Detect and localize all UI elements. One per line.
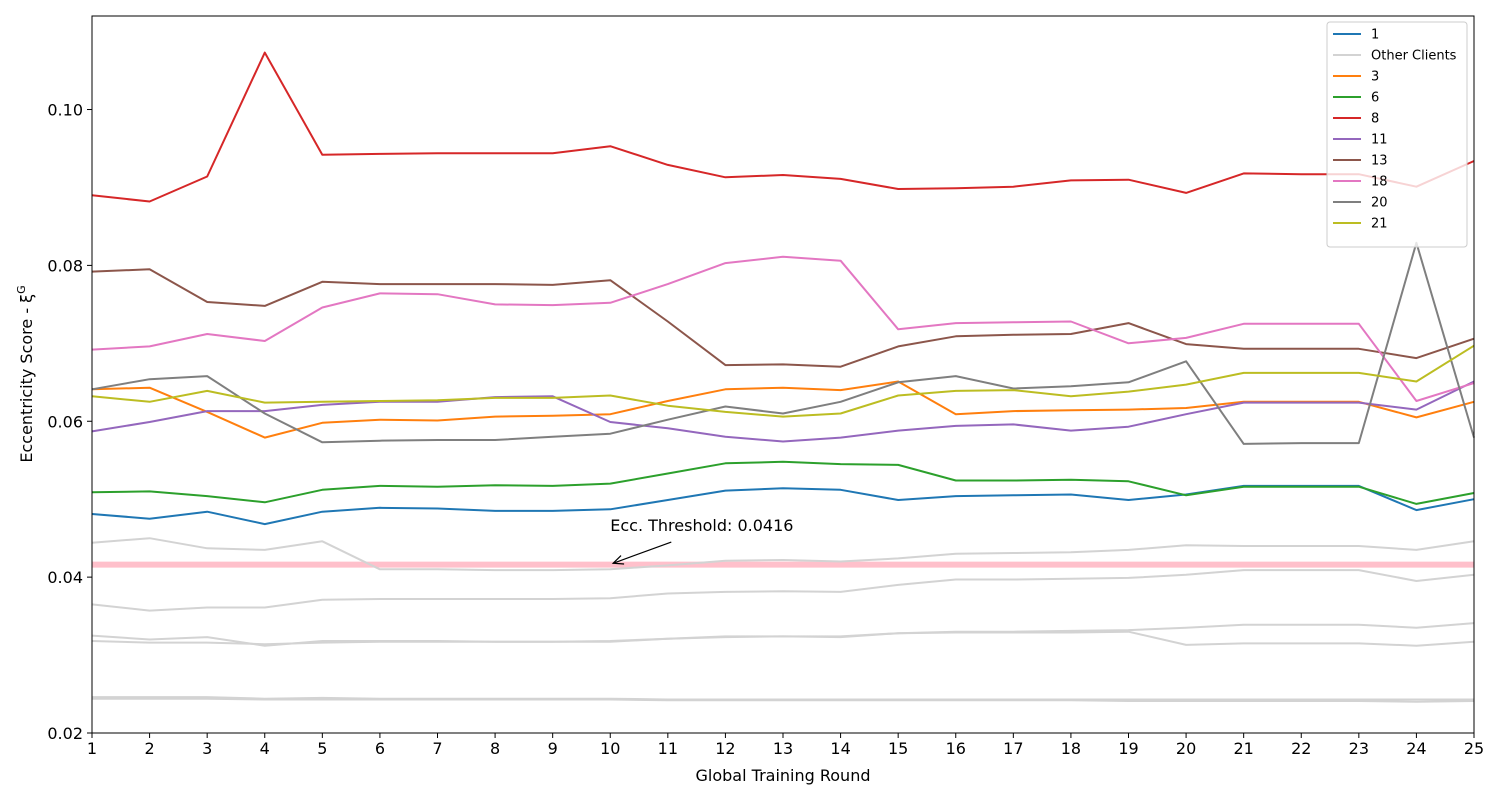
y-tick-label: 0.04 — [47, 568, 83, 587]
legend-entry-label: 20 — [1371, 196, 1388, 211]
series-line-13 — [91, 268, 1475, 368]
x-tick-label: 12 — [715, 739, 735, 758]
threshold-annotation-arrow-shaft — [612, 541, 672, 564]
x-tick-label: 11 — [658, 739, 678, 758]
x-tick-label: 17 — [1003, 739, 1023, 758]
threshold-annotation-text: Ecc. Threshold: 0.0416 — [610, 516, 793, 535]
legend-entry-label: 6 — [1371, 91, 1379, 106]
x-tick-label: 14 — [830, 739, 850, 758]
x-tick-label: 13 — [773, 739, 793, 758]
x-tick-label: 10 — [600, 739, 620, 758]
x-axis: 1 2 3 4 5 6 7 8 9 10 11 12 13 14 15 16 17 18 19 20 21 22 23 24 2… — [87, 733, 1484, 758]
y-axis-label: Eccentricity Score - ξG — [15, 285, 36, 462]
threshold-annotation: Ecc. Threshold: 0.0416 — [610, 516, 793, 565]
series-line-6 — [91, 460, 1475, 505]
x-tick-label: 7 — [432, 739, 442, 758]
x-tick-label: 5 — [317, 739, 327, 758]
plot-area — [92, 16, 1474, 733]
x-tick-label: 22 — [1291, 739, 1311, 758]
x-tick-label: 18 — [1061, 739, 1081, 758]
x-tick-label: 21 — [1233, 739, 1253, 758]
series-line-other-client — [92, 697, 1475, 703]
legend-entry-label: 8 — [1371, 112, 1379, 127]
legend-box — [1326, 21, 1468, 248]
x-tick-label: 6 — [375, 739, 385, 758]
x-tick-label: 23 — [1349, 739, 1369, 758]
x-tick-label: 4 — [260, 739, 270, 758]
y-tick-label: 0.10 — [47, 101, 83, 120]
legend-entry-label: 3 — [1371, 70, 1379, 85]
series-line-20 — [91, 241, 1475, 445]
series-line-other-client — [91, 630, 1475, 647]
series-layer — [91, 51, 1475, 703]
legend-entry-label: 1 — [1371, 28, 1379, 43]
series-line-21 — [91, 344, 1475, 418]
x-tick-label: 25 — [1464, 739, 1484, 758]
legend-entry-label: 18 — [1371, 175, 1388, 190]
series-line-18 — [91, 255, 1475, 402]
y-axis-label-superscript: G — [15, 285, 28, 294]
legend-entry-label: Other Clients — [1371, 49, 1457, 64]
x-tick-label: 8 — [490, 739, 500, 758]
y-axis: 0.02 0.04 0.06 0.08 0.10 — [47, 101, 92, 743]
legend-entry-label: 11 — [1371, 133, 1388, 148]
legend-entry-label: 21 — [1371, 217, 1388, 232]
y-tick-label: 0.02 — [47, 724, 83, 743]
threshold-annotation-arrow-head — [611, 555, 625, 565]
series-line-other-clients — [91, 537, 1475, 572]
x-tick-label: 24 — [1406, 739, 1426, 758]
series-line-other-client — [91, 569, 1475, 612]
x-tick-label: 15 — [888, 739, 908, 758]
y-axis-label-text: Eccentricity Score - ξ — [17, 294, 36, 463]
y-tick-label: 0.06 — [47, 412, 83, 431]
x-tick-label: 9 — [548, 739, 558, 758]
legend: 1 Other Clients 3 6 8 11 13 18 20 21 — [1326, 21, 1468, 248]
legend-entry-label: 13 — [1371, 154, 1388, 169]
x-tick-label: 1 — [87, 739, 97, 758]
y-tick-label: 0.08 — [47, 256, 83, 275]
x-tick-label: 19 — [1118, 739, 1138, 758]
x-tick-label: 16 — [946, 739, 966, 758]
series-line-11 — [91, 380, 1475, 443]
x-axis-label: Global Training Round — [696, 766, 871, 785]
x-tick-label: 2 — [144, 739, 154, 758]
series-line-8 — [91, 51, 1475, 203]
x-tick-label: 3 — [202, 739, 212, 758]
x-tick-label: 20 — [1176, 739, 1196, 758]
